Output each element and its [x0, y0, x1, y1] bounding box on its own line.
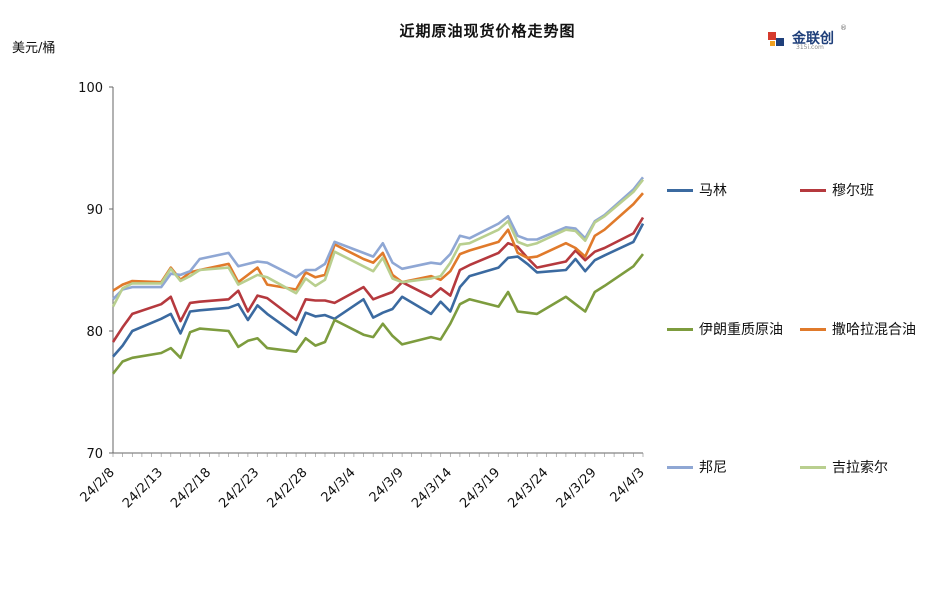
x-tick-label: 24/2/28 — [265, 465, 311, 511]
legend-swatch — [800, 466, 826, 469]
logo-brand-text: 金联创 — [792, 31, 834, 47]
series-line-5 — [112, 176, 645, 301]
logo-url-text: 315i.com — [796, 44, 824, 51]
y-tick-label: 100 — [78, 81, 103, 96]
series-line-1 — [112, 222, 645, 358]
legend-swatch — [800, 328, 826, 331]
x-tick-label: 24/4/3 — [608, 465, 648, 505]
chart-lines — [111, 176, 645, 375]
y-tick-label: 70 — [86, 447, 103, 462]
series-line-4 — [112, 192, 644, 292]
legend-label: 伊朗重质原油 — [699, 322, 783, 338]
x-tick-label: 24/2/18 — [168, 465, 214, 511]
x-tick-label: 24/2/23 — [216, 465, 262, 511]
brand-logo: 金联创 ® 315i.com — [766, 24, 856, 52]
legend-label: 穆尔班 — [832, 183, 874, 199]
x-tick-label: 24/2/13 — [120, 465, 166, 511]
series-line-6 — [111, 178, 645, 308]
legend-swatch — [800, 189, 826, 192]
y-axis-unit-label: 美元/桶 — [12, 41, 56, 56]
legend-label: 吉拉索尔 — [832, 460, 888, 476]
registered-mark: ® — [840, 24, 847, 32]
x-tick-label: 24/3/9 — [367, 465, 407, 505]
chart-axes: 70 80 90 100 24/2/8 24/2/13 24/2/18 24/2/23 24/2… — [78, 81, 648, 511]
series-line-3 — [111, 253, 645, 375]
legend-label: 邦尼 — [699, 460, 727, 476]
legend-swatch — [667, 189, 693, 192]
y-tick-label: 80 — [86, 325, 103, 340]
legend-label: 马林 — [699, 183, 727, 199]
series-line-2 — [111, 216, 645, 343]
x-tick-label: 24/3/24 — [505, 465, 551, 511]
y-tick-label: 90 — [86, 203, 103, 218]
chart-title: 近期原油现货价格走势图 — [399, 22, 576, 40]
legend-label: 撒哈拉混合油 — [832, 322, 916, 338]
x-tick-label: 24/3/19 — [457, 465, 503, 511]
legend-swatch — [667, 328, 693, 331]
x-tick-label: 24/3/29 — [554, 465, 600, 511]
logo-mark-icon — [768, 32, 784, 46]
x-tick-label: 24/3/14 — [409, 465, 455, 511]
legend-swatch — [667, 466, 693, 469]
x-tick-label: 24/2/8 — [78, 465, 118, 505]
x-tick-label: 24/3/4 — [319, 465, 359, 505]
